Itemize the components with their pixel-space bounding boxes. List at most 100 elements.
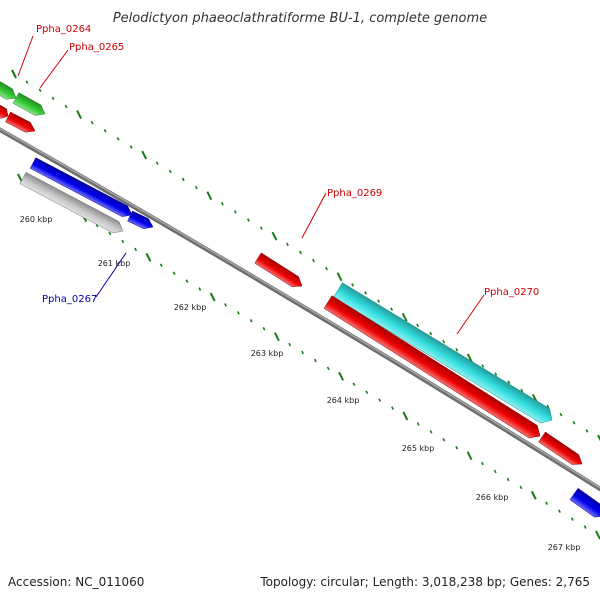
- tick-mark: [134, 247, 138, 252]
- tick-mark: [246, 218, 250, 222]
- tick-mark: [194, 185, 198, 190]
- tick-mark: [312, 258, 315, 263]
- tick-mark: [209, 292, 216, 302]
- map-title: Pelodictyon phaeoclathratiforme BU-1, co…: [113, 11, 487, 26]
- tick-mark: [506, 477, 510, 482]
- tick-mark: [351, 283, 354, 287]
- tick-mark: [121, 239, 125, 244]
- tick-mark: [455, 445, 459, 450]
- tick-mark: [377, 299, 381, 303]
- tick-mark: [181, 177, 185, 182]
- tick-mark: [352, 382, 356, 387]
- leader-line: [17, 35, 34, 77]
- tick-mark: [159, 263, 163, 268]
- tick-mark: [64, 104, 68, 109]
- leader-line: [456, 294, 485, 335]
- tick-mark: [141, 150, 148, 160]
- tick-mark: [480, 461, 484, 466]
- tick-mark: [314, 358, 317, 363]
- gene-arrow-ppha_0269[interactable]: [254, 252, 303, 288]
- tick-mark: [597, 434, 600, 442]
- tick-mark: [206, 191, 213, 201]
- tick-mark: [466, 451, 473, 461]
- tick-mark: [326, 366, 330, 371]
- kbp-labels: 260 kbp 261 kbp 262 kbp 263 kbp 264 kbp 265 k…: [20, 215, 581, 552]
- gene-arrow-ppha_0270[interactable]: [333, 282, 553, 424]
- kbp-label: 267 kbp: [548, 543, 581, 552]
- kbp-label: 263 kbp: [251, 349, 284, 358]
- tick-mark: [108, 231, 112, 236]
- tick-mark: [172, 271, 176, 275]
- gene-arrow-ppha_0265[interactable]: [12, 92, 46, 116]
- tick-mark: [155, 161, 159, 165]
- tick-mark: [11, 69, 17, 79]
- tick-mark: [442, 339, 446, 344]
- tick-mark: [299, 250, 302, 255]
- tick-mark: [233, 210, 237, 214]
- tick-mark: [493, 469, 497, 474]
- gene-arrow-ppha_0264[interactable]: [0, 80, 17, 100]
- tick-mark: [286, 242, 289, 247]
- tick-mark: [365, 390, 369, 394]
- gene-label-ppha_0270[interactable]: Ppha_0270: [484, 287, 539, 298]
- tick-mark: [585, 429, 589, 433]
- tick-mark: [390, 307, 394, 311]
- tick-mark: [570, 517, 574, 521]
- kbp-label: 265 kbp: [402, 444, 435, 453]
- tick-mark: [95, 223, 99, 228]
- tick-mark: [402, 411, 409, 421]
- tick-mark: [90, 120, 94, 125]
- kbp-label: 264 kbp: [327, 396, 360, 405]
- gene-arrow-red-right[interactable]: [538, 431, 583, 465]
- tick-mark: [249, 319, 253, 323]
- tick-mark: [442, 438, 446, 442]
- gene-arrow-ppha_0267[interactable]: [19, 171, 124, 234]
- tick-mark: [236, 311, 240, 315]
- tick-mark: [262, 326, 266, 331]
- gene-label-ppha_0269[interactable]: Ppha_0269: [327, 188, 382, 199]
- accession-text: Accession: NC_011060: [8, 575, 144, 589]
- kbp-label: 260 kbp: [20, 215, 53, 224]
- gene-arrow-red-long[interactable]: [323, 295, 541, 439]
- gene-arrow-blue-right[interactable]: [569, 487, 600, 518]
- tick-mark: [416, 323, 420, 328]
- tick-mark: [391, 406, 394, 410]
- tick-mark: [583, 525, 587, 529]
- gene-label-ppha_0265[interactable]: Ppha_0265: [69, 42, 124, 53]
- tick-mark: [545, 501, 549, 506]
- tick-mark: [364, 291, 368, 295]
- tick-mark: [530, 490, 537, 500]
- tick-mark: [520, 388, 524, 393]
- tick-mark: [273, 332, 280, 342]
- leader-line: [95, 252, 127, 298]
- tick-mark: [378, 398, 382, 402]
- gene-arrow-red-top-b[interactable]: [5, 111, 36, 133]
- gene-arrow-red-top-a[interactable]: [0, 103, 9, 119]
- tick-mark: [466, 353, 473, 363]
- genome-backbone-highlight: [0, 128, 600, 489]
- tick-mark: [507, 380, 511, 384]
- tick-mark: [25, 80, 29, 84]
- tick-mark: [429, 331, 433, 336]
- tick-mark: [224, 303, 227, 307]
- gene-label-ppha_0267[interactable]: Ppha_0267: [42, 294, 97, 305]
- tick-marks: [11, 69, 600, 540]
- tick-mark: [595, 530, 600, 540]
- tick-mark: [129, 145, 133, 149]
- gene-arrow-blue-small[interactable]: [127, 210, 154, 229]
- gene-arrow-blue-upper[interactable]: [29, 157, 133, 217]
- genome-summary-text: Topology: circular; Length: 3,018,238 bp…: [259, 575, 590, 589]
- tick-mark: [401, 312, 408, 322]
- genome-backbone: [0, 127, 600, 492]
- tick-mark: [51, 96, 55, 101]
- tick-mark: [572, 421, 576, 425]
- tick-mark: [559, 412, 563, 417]
- gene-label-ppha_0264[interactable]: Ppha_0264: [36, 24, 91, 35]
- tick-mark: [455, 348, 459, 352]
- tick-mark: [288, 342, 292, 347]
- tick-mark: [519, 485, 523, 490]
- kbp-label: 262 kbp: [174, 303, 207, 312]
- tick-mark: [260, 226, 263, 230]
- gene-features: [0, 80, 600, 518]
- tick-mark: [103, 129, 107, 133]
